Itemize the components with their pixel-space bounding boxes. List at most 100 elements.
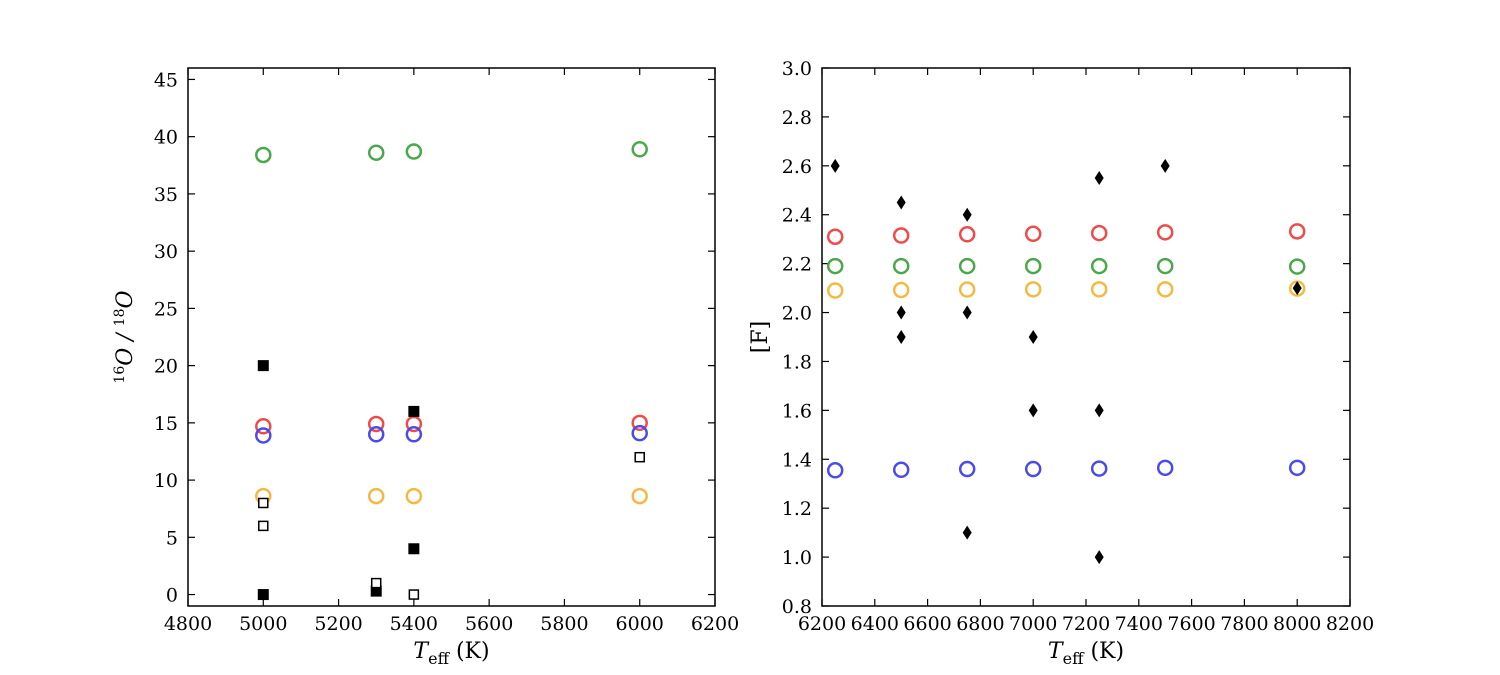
x-tick-label: 5600 bbox=[465, 613, 513, 635]
x-tick-label: 7600 bbox=[1167, 613, 1215, 635]
data-point-open-circle bbox=[631, 141, 648, 158]
y-tick-label: 10 bbox=[154, 470, 178, 492]
plot-frame bbox=[187, 67, 716, 607]
data-point-open-circle bbox=[405, 487, 423, 505]
data-point-filled-diamond bbox=[1094, 403, 1104, 418]
left-panel-o16-o18: 4800 5000 5200 5400 5600 5800 6000 6200 0 5 10 15 20… bbox=[112, 67, 739, 668]
data-point-open-circle bbox=[1090, 281, 1108, 298]
data-point-open-circle bbox=[958, 226, 976, 243]
x-axis-title: Teff (K) bbox=[1048, 639, 1124, 668]
data-point-open-circle bbox=[1156, 281, 1174, 298]
x-axis-title-unit: (K) bbox=[1083, 639, 1124, 664]
x-axis-title-symbol: T bbox=[1048, 639, 1065, 664]
x-tick-label: 7200 bbox=[1062, 613, 1110, 635]
data-point-filled-diamond bbox=[962, 305, 972, 320]
data-point-open-circle bbox=[1024, 460, 1042, 478]
data-point-open-circle bbox=[826, 228, 844, 245]
data-point-filled-square bbox=[370, 585, 382, 597]
data-point-filled-diamond bbox=[1028, 403, 1038, 418]
x-tick-label: 7400 bbox=[1115, 613, 1163, 635]
data-point-open-square bbox=[258, 520, 269, 532]
data-point-open-circle bbox=[255, 427, 272, 444]
y-axis-title-sup: 16 bbox=[112, 366, 128, 384]
x-tick-label: 6200 bbox=[798, 613, 846, 635]
data-point-open-circle bbox=[1024, 281, 1042, 298]
y-axis-title-sup: 18 bbox=[112, 308, 128, 326]
data-point-filled-square bbox=[408, 405, 420, 417]
data-point-filled-diamond bbox=[1028, 330, 1038, 344]
y-tick-label: 1.8 bbox=[782, 351, 812, 373]
y-tick-label: 2.2 bbox=[782, 254, 812, 276]
x-tick-label: 5000 bbox=[239, 613, 287, 635]
data-point-open-circle bbox=[1090, 257, 1108, 275]
data-point-open-circle bbox=[892, 257, 910, 275]
y-axis-title-o: O / bbox=[113, 326, 138, 365]
data-point-open-circle bbox=[1024, 225, 1042, 243]
x-tick-label: 5400 bbox=[390, 613, 438, 635]
data-point-open-circle bbox=[892, 227, 910, 244]
x-axis-title-subscript: eff bbox=[1063, 649, 1085, 668]
data-point-open-circle bbox=[1156, 224, 1174, 241]
right-panel-fluorine: 6200 6400 6600 6800 7000 7200 7400 7600 7800 8000… bbox=[748, 58, 1374, 668]
data-point-open-circle bbox=[631, 487, 648, 505]
y-tick-label: 20 bbox=[154, 356, 178, 378]
data-point-open-circle bbox=[367, 487, 385, 505]
data-point-open-circle bbox=[826, 462, 844, 479]
data-point-filled-diamond bbox=[1160, 158, 1170, 173]
y-tick-label: 25 bbox=[154, 298, 178, 320]
y-tick-label: 0 bbox=[166, 585, 178, 607]
y-tick-label: 45 bbox=[154, 69, 178, 91]
y-tick-label: 5 bbox=[166, 527, 178, 549]
data-point-open-circle bbox=[958, 281, 976, 298]
y-tick-label: 1.0 bbox=[782, 547, 812, 569]
data-point-open-circle bbox=[631, 424, 648, 442]
y-tick-label: 0.8 bbox=[782, 596, 812, 618]
data-point-filled-square bbox=[257, 360, 269, 372]
data-point-open-circle bbox=[1024, 257, 1042, 275]
y-tick-label: 2.6 bbox=[782, 156, 812, 178]
y-axis-title: 16O / 18O bbox=[112, 290, 138, 383]
data-point-open-circle bbox=[1288, 459, 1306, 477]
data-point-open-circle bbox=[958, 257, 976, 275]
data-point-open-circle bbox=[405, 143, 423, 160]
y-tick-label: 2.4 bbox=[782, 205, 812, 227]
data-point-open-circle bbox=[1156, 459, 1174, 477]
data-point-open-circle bbox=[367, 144, 385, 161]
x-tick-label: 4800 bbox=[164, 613, 212, 635]
data-point-open-square bbox=[408, 589, 420, 600]
data-point-open-circle bbox=[892, 461, 910, 479]
data-point-open-circle bbox=[255, 146, 272, 164]
data-point-filled-square bbox=[257, 589, 269, 601]
x-tick-label: 6600 bbox=[903, 613, 951, 635]
data-point-open-circle bbox=[1288, 258, 1306, 275]
data-point-open-circle bbox=[367, 415, 385, 433]
data-point-open-circle bbox=[1288, 223, 1306, 240]
data-point-open-square bbox=[258, 497, 269, 509]
data-point-filled-diamond bbox=[1094, 171, 1104, 186]
x-tick-label: 5200 bbox=[314, 613, 362, 635]
y-tick-label: 2.0 bbox=[782, 303, 812, 325]
data-point-filled-diamond bbox=[896, 305, 906, 320]
data-point-open-circle bbox=[405, 426, 423, 443]
data-point-filled-diamond bbox=[1094, 550, 1104, 565]
x-tick-label: 6800 bbox=[956, 613, 1004, 635]
x-tick-label: 6200 bbox=[691, 613, 739, 635]
x-tick-label: 6400 bbox=[851, 613, 899, 635]
data-point-filled-diamond bbox=[896, 195, 906, 210]
data-point-filled-diamond bbox=[962, 525, 972, 540]
data-point-open-circle bbox=[631, 414, 648, 432]
x-axis-title: Teff (K) bbox=[413, 639, 489, 668]
y-tick-label: 2.8 bbox=[782, 107, 812, 129]
y-tick-label: 15 bbox=[154, 413, 178, 435]
x-tick-label: 5800 bbox=[540, 613, 588, 635]
x-axis-title-symbol: T bbox=[413, 639, 430, 664]
y-axis-title-o: O bbox=[113, 290, 138, 308]
data-point-open-circle bbox=[1090, 460, 1108, 477]
x-tick-label: 7000 bbox=[1009, 613, 1057, 635]
data-point-filled-square bbox=[408, 543, 420, 555]
y-axis-title: [F] bbox=[748, 321, 773, 353]
data-point-open-circle bbox=[1090, 224, 1108, 242]
data-point-filled-diamond bbox=[962, 207, 972, 222]
y-tick-label: 3.0 bbox=[782, 58, 812, 80]
